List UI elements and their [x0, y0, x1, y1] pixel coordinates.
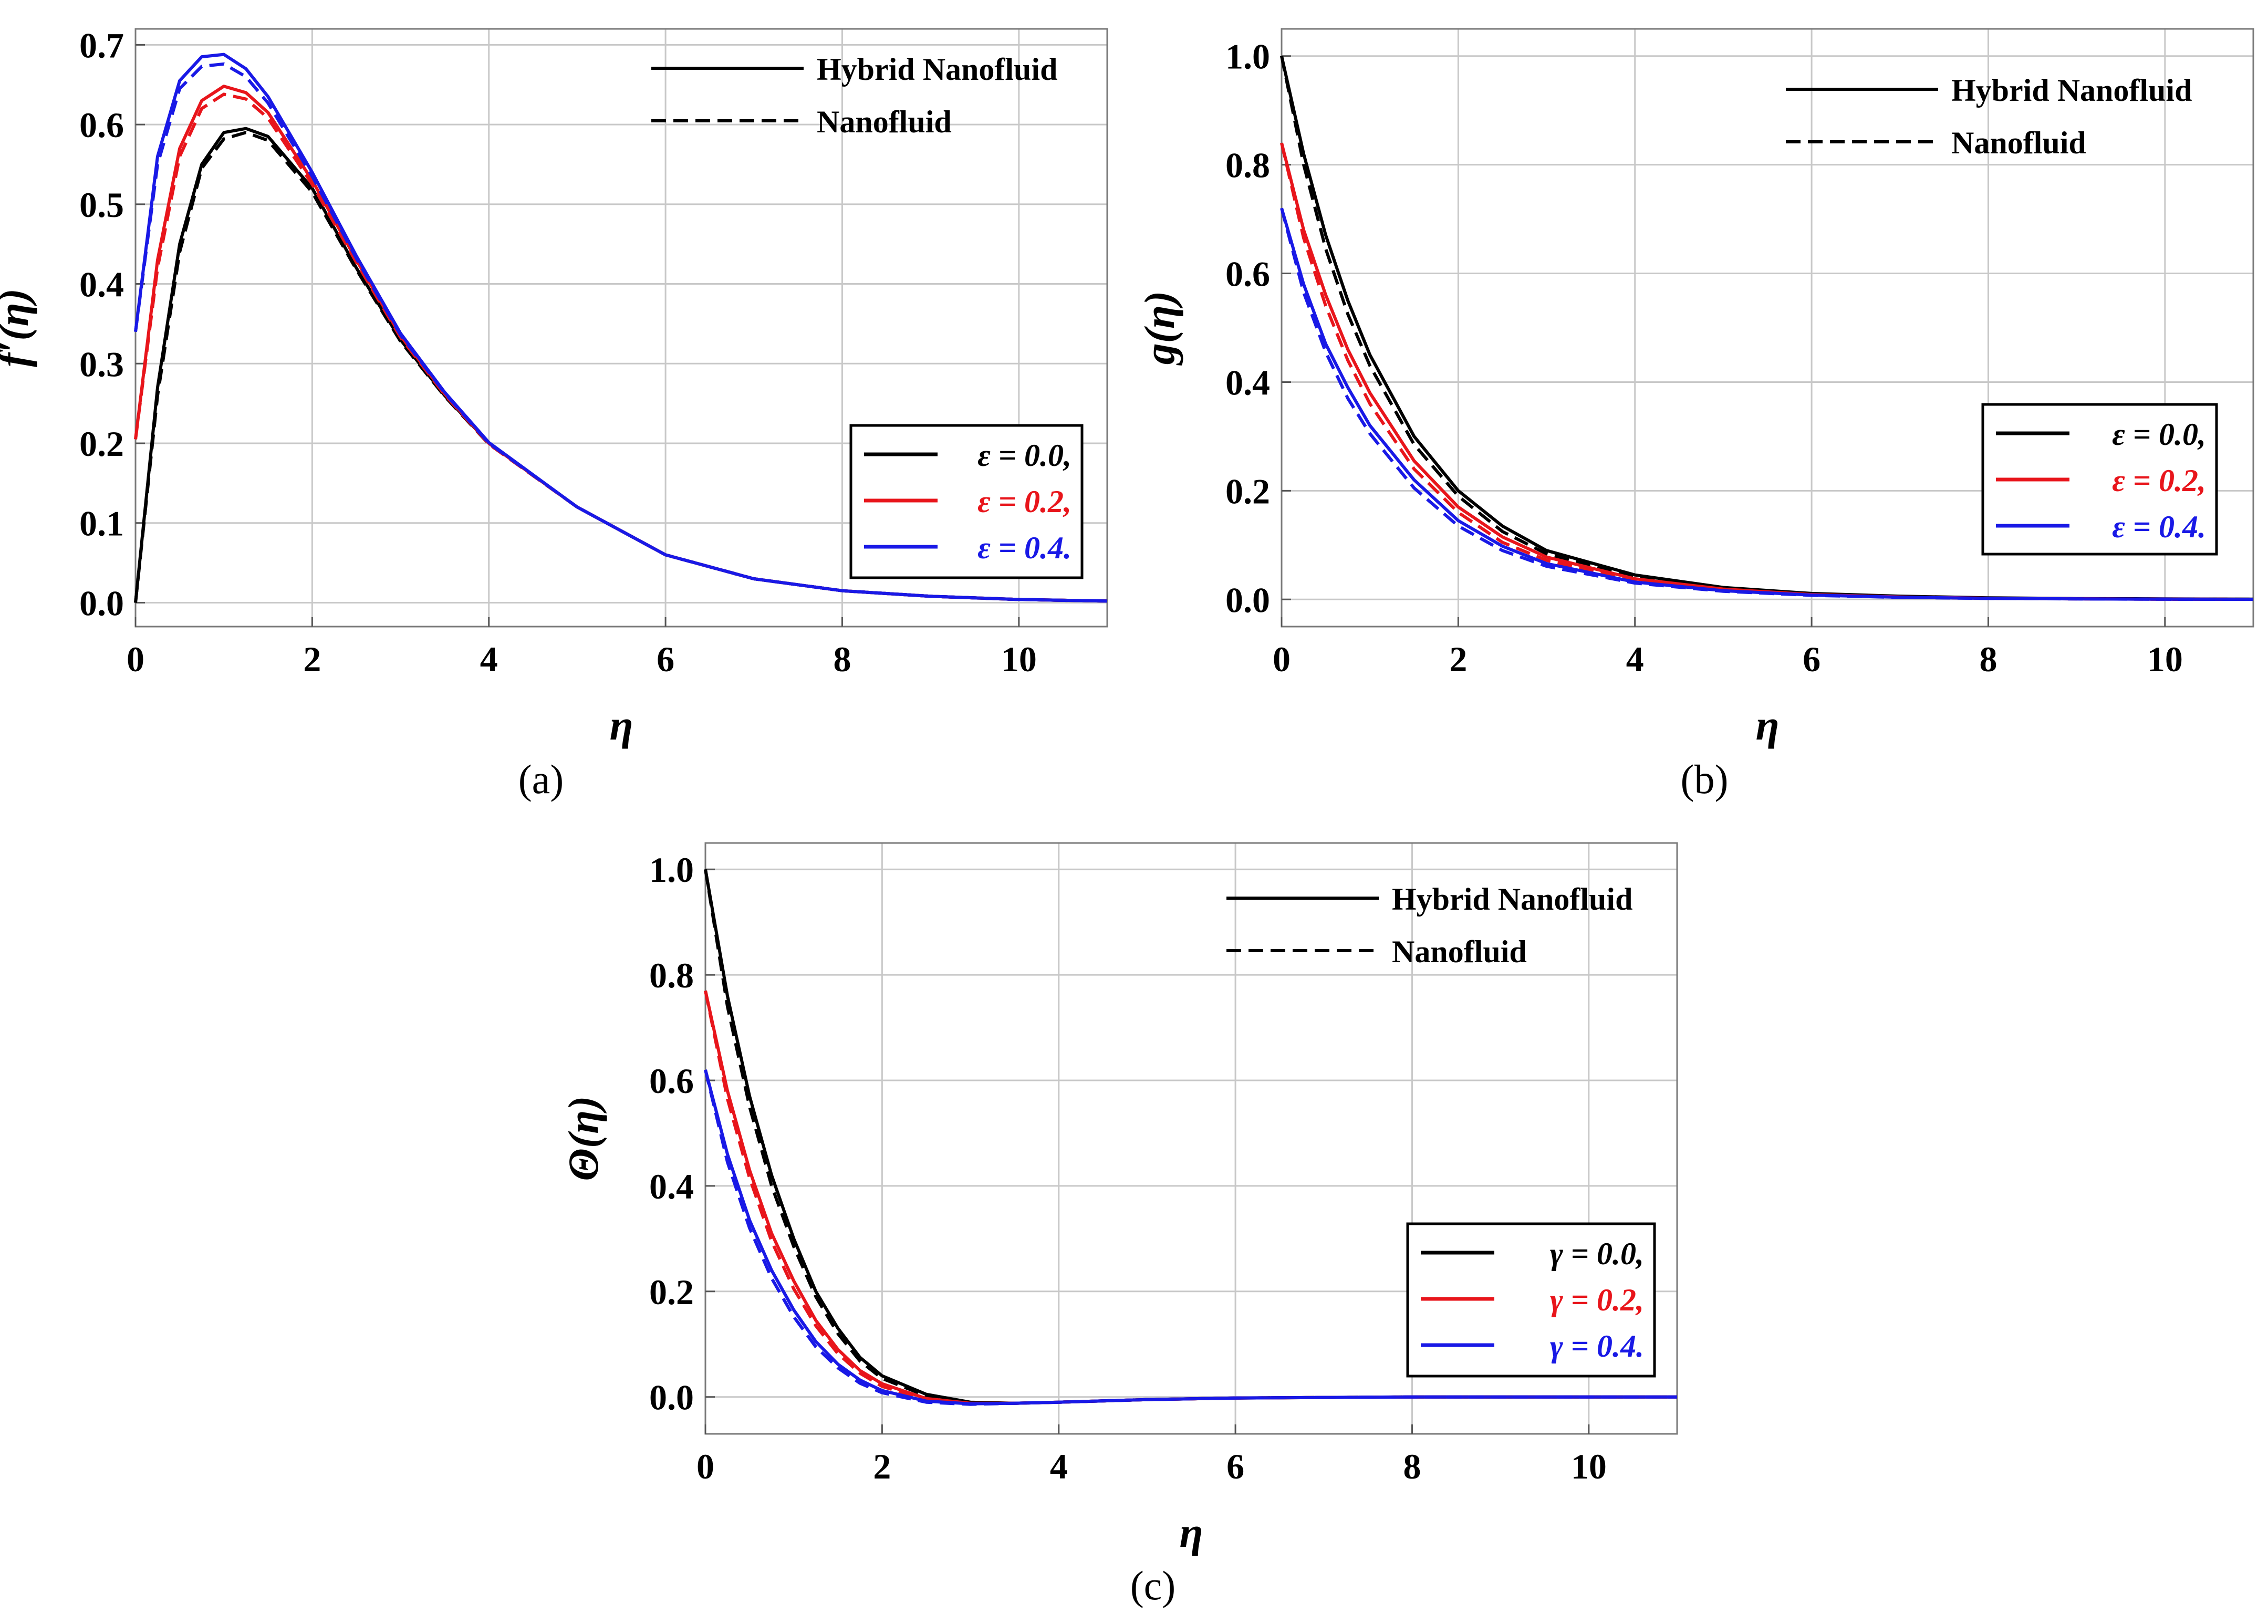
y-tick-label: 0.2 [1225, 471, 1270, 511]
legend-label: Hybrid Nanofluid [1951, 73, 2192, 108]
legend-label: Nanofluid [817, 105, 952, 139]
x-axis-title: η [1179, 1508, 1203, 1556]
legend-label: Hybrid Nanofluid [817, 52, 1057, 87]
legend-label: Nanofluid [1951, 126, 2086, 160]
y-tick-label: 0.5 [79, 185, 124, 225]
x-tick-label: 6 [1226, 1446, 1244, 1486]
series-line [1280, 207, 2254, 601]
y-tick-label: 0.4 [1225, 362, 1270, 402]
x-tick-label: 2 [303, 639, 321, 679]
legend-param-label: γ = 0.0, [1550, 1236, 1644, 1271]
x-tick-label: 4 [1626, 639, 1644, 679]
y-tick-label: 0.3 [79, 344, 124, 384]
panel-caption: (b) [1681, 756, 1729, 802]
series-line [1280, 207, 2254, 601]
legend-box [1406, 1222, 1656, 1378]
y-tick-label: 0.2 [79, 424, 124, 464]
y-axis-title: f′(η) [0, 288, 37, 367]
y-tick-label: 0.0 [1225, 580, 1270, 620]
x-tick-label: 8 [1979, 639, 1997, 679]
x-tick-label: 8 [833, 639, 851, 679]
legend-param-label: ε = 0.4. [2112, 509, 2206, 544]
x-tick-label: 6 [1803, 639, 1820, 679]
series-line [704, 1069, 1677, 1406]
x-tick-label: 10 [1001, 639, 1037, 679]
x-tick-label: 10 [2147, 639, 2183, 679]
y-tick-label: 0.0 [649, 1378, 694, 1418]
y-tick-label: 0.6 [649, 1061, 694, 1101]
legend-param-label: ε = 0.0, [977, 438, 1071, 473]
y-tick-label: 0.4 [649, 1167, 694, 1206]
panel-caption: (a) [518, 756, 564, 802]
x-axis-title: η [609, 701, 633, 749]
y-tick-label: 0.7 [79, 25, 124, 65]
x-tick-label: 10 [1571, 1446, 1607, 1486]
x-tick-label: 0 [696, 1446, 714, 1486]
legend-label: Nanofluid [1392, 934, 1527, 969]
y-tick-label: 0.2 [649, 1272, 694, 1312]
panel-caption: (c) [1130, 1563, 1176, 1608]
chart-panel: 0 2 4 6 8 10 0.0 0.2 0.4 0.6 0.8 1.0 η Θ(η) Hybrid Nan… [559, 842, 1678, 1608]
x-axis-title: η [1755, 701, 1779, 749]
chart-panel: 0 2 4 6 8 10 0.0 0.1 0.2 0.3 0.4 0.5 0.6 0.7 η f′(η) Hyb… [0, 25, 1108, 802]
plot-frame [1281, 28, 2254, 628]
legend-param-label: ε = 0.2, [977, 484, 1071, 519]
x-tick-label: 4 [1050, 1446, 1068, 1486]
legend-label: Hybrid Nanofluid [1392, 882, 1632, 917]
y-tick-label: 1.0 [649, 850, 694, 890]
series-line [1280, 142, 2254, 601]
legend-param-label: γ = 0.2, [1550, 1283, 1644, 1317]
y-axis-title: Θ(η) [559, 1096, 607, 1181]
y-tick-label: 0.6 [79, 105, 124, 145]
x-tick-label: 2 [873, 1446, 891, 1486]
y-tick-label: 0.4 [79, 265, 124, 305]
legend-param-label: ε = 0.0, [2112, 417, 2206, 452]
x-tick-label: 0 [1273, 639, 1291, 679]
series-line [134, 62, 1108, 603]
chart-panel: 0 2 4 6 8 10 0.0 0.2 0.4 0.6 0.8 1.0 η g(η) Hybrid Nan… [1136, 28, 2254, 802]
x-tick-label: 2 [1449, 639, 1467, 679]
legend-param-label: ε = 0.4. [977, 530, 1071, 565]
x-tick-label: 4 [480, 639, 498, 679]
legend-param-label: ε = 0.2, [2112, 463, 2206, 498]
y-tick-label: 0.8 [649, 955, 694, 995]
y-tick-label: 0.1 [79, 504, 124, 544]
legend-param-label: γ = 0.4. [1550, 1329, 1644, 1363]
y-tick-label: 1.0 [1225, 37, 1270, 77]
x-tick-label: 0 [127, 639, 144, 679]
plot-frame [704, 842, 1678, 1435]
x-tick-label: 6 [657, 639, 674, 679]
y-tick-label: 0.8 [1225, 145, 1270, 185]
x-tick-label: 8 [1403, 1446, 1421, 1486]
y-tick-label: 0.6 [1225, 254, 1270, 294]
y-axis-title: g(η) [1136, 291, 1183, 366]
y-tick-label: 0.0 [79, 583, 124, 623]
